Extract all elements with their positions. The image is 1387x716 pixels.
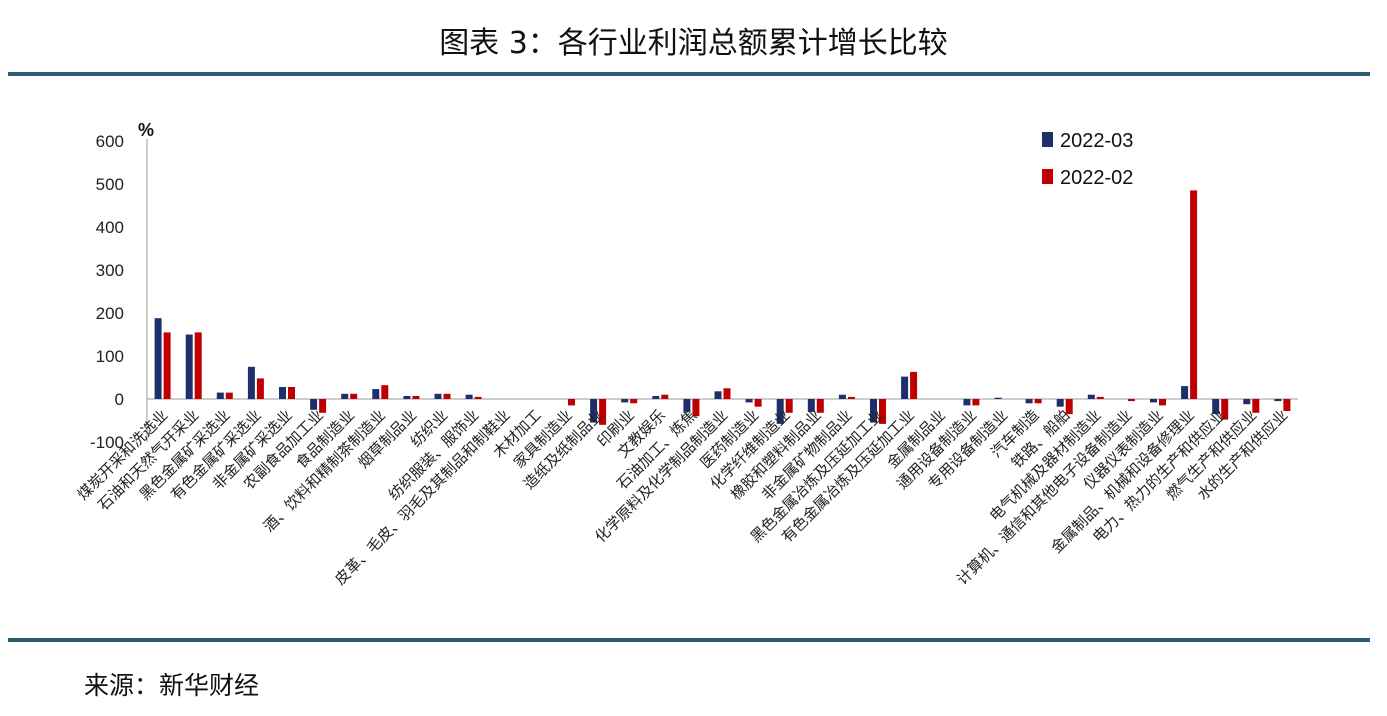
- bar-2022-03-6: [341, 393, 349, 399]
- top-divider: [8, 72, 1370, 76]
- y-tick-label: 300: [96, 261, 124, 280]
- bar-2022-02-34: [1221, 399, 1229, 420]
- bar-2022-03-4: [279, 387, 286, 399]
- bar-2022-03-8: [403, 396, 411, 399]
- bottom-divider: [8, 638, 1370, 642]
- bar-2022-02-0: [163, 332, 171, 399]
- bar-2022-02-31: [1127, 399, 1135, 402]
- bar-2022-03-23: [870, 399, 877, 423]
- y-unit-label: %: [138, 120, 154, 140]
- bar-2022-03-19: [745, 399, 753, 403]
- y-tick-label: 500: [96, 175, 124, 194]
- bar-2022-02-22: [847, 396, 855, 399]
- bar-2022-02-15: [630, 399, 638, 404]
- y-tick-label: -100: [90, 433, 124, 452]
- bar-2022-02-19: [754, 399, 762, 407]
- bar-2022-03-5: [310, 399, 318, 410]
- bar-2022-03-36: [1274, 399, 1282, 402]
- bar-2022-02-35: [1252, 399, 1260, 413]
- legend: 2022-03 2022-02: [1042, 130, 1133, 189]
- bar-2022-02-32: [1159, 399, 1166, 406]
- bar-2022-03-33: [1181, 386, 1189, 399]
- bar-2022-02-24: [910, 371, 918, 399]
- bar-2022-02-14: [599, 399, 607, 425]
- category-labels: 煤炭开采和洗选业石油和天然气开采业黑色金属矿采选业有色金属矿采选业非金属矿采选业…: [74, 406, 1291, 588]
- bar-2022-03-21: [807, 399, 815, 412]
- bar-2022-02-4: [288, 387, 295, 399]
- y-tick-label: 400: [96, 218, 124, 237]
- bar-2022-03-14: [590, 399, 598, 423]
- bar-2022-02-13: [568, 399, 575, 406]
- bar-2022-02-10: [474, 396, 482, 399]
- bar-2022-02-30: [1096, 396, 1104, 399]
- bar-2022-02-16: [661, 394, 669, 399]
- bar-2022-02-18: [723, 388, 731, 400]
- bar-2022-02-23: [879, 399, 886, 424]
- chart-title: 图表 3：各行业利润总额累计增长比较: [439, 26, 948, 61]
- bar-2022-02-28: [1034, 399, 1042, 404]
- bar-2022-03-10: [465, 394, 473, 399]
- bars: [154, 190, 1291, 425]
- legend-label: 2022-03: [1060, 130, 1133, 152]
- bar-2022-02-17: [692, 399, 700, 417]
- bar-2022-03-30: [1087, 394, 1095, 399]
- bar-2022-03-27: [994, 397, 1002, 399]
- bar-2022-02-5: [319, 399, 327, 413]
- bar-2022-03-29: [1056, 399, 1064, 407]
- bar-2022-02-8: [412, 396, 420, 399]
- legend-swatch-2022-02: [1042, 169, 1053, 184]
- bar-2022-03-0: [154, 318, 162, 399]
- bar-2022-02-20: [785, 399, 793, 413]
- bar-2022-03-20: [776, 399, 784, 424]
- bar-2022-03-9: [434, 393, 442, 399]
- bar-2022-02-1: [194, 332, 202, 399]
- bar-2022-02-29: [1065, 399, 1073, 415]
- legend-label: 2022-02: [1060, 167, 1133, 189]
- bar-2022-03-16: [652, 396, 660, 399]
- bar-chart: 600 500 400 300 200 100 0 -100% 煤炭开采和洗选业石油和天然气开…: [74, 120, 1298, 589]
- bar-2022-03-22: [838, 394, 846, 399]
- y-tick-label: 0: [115, 390, 124, 409]
- bar-2022-03-15: [621, 399, 629, 403]
- bar-2022-02-33: [1190, 190, 1198, 399]
- bar-2022-03-18: [714, 391, 722, 399]
- bar-2022-02-7: [381, 385, 389, 399]
- axes: 600 500 400 300 200 100 0 -100%: [90, 120, 1298, 452]
- bar-2022-02-21: [816, 399, 824, 413]
- bar-2022-02-36: [1283, 399, 1291, 411]
- bar-2022-03-28: [1025, 399, 1033, 404]
- y-tick-label: 600: [96, 132, 124, 151]
- bar-2022-03-32: [1150, 399, 1157, 403]
- bar-2022-02-9: [443, 393, 451, 399]
- source-note: 来源：新华财经: [84, 671, 260, 700]
- bar-2022-02-6: [350, 393, 358, 399]
- bar-2022-02-2: [225, 392, 233, 399]
- bar-2022-02-26: [972, 399, 980, 406]
- bar-2022-03-24: [901, 376, 909, 399]
- bar-2022-03-17: [683, 399, 691, 412]
- legend-swatch-2022-03: [1042, 132, 1053, 147]
- bar-2022-03-1: [185, 334, 193, 399]
- bar-2022-03-35: [1243, 399, 1251, 405]
- bar-2022-03-34: [1212, 399, 1220, 415]
- bar-2022-03-26: [963, 399, 971, 406]
- bar-2022-03-7: [372, 389, 380, 399]
- bar-2022-03-3: [247, 366, 255, 400]
- y-tick-label: 100: [96, 347, 124, 366]
- y-tick-label: 200: [96, 304, 124, 323]
- bar-2022-02-3: [256, 378, 264, 399]
- bar-2022-03-2: [216, 392, 224, 399]
